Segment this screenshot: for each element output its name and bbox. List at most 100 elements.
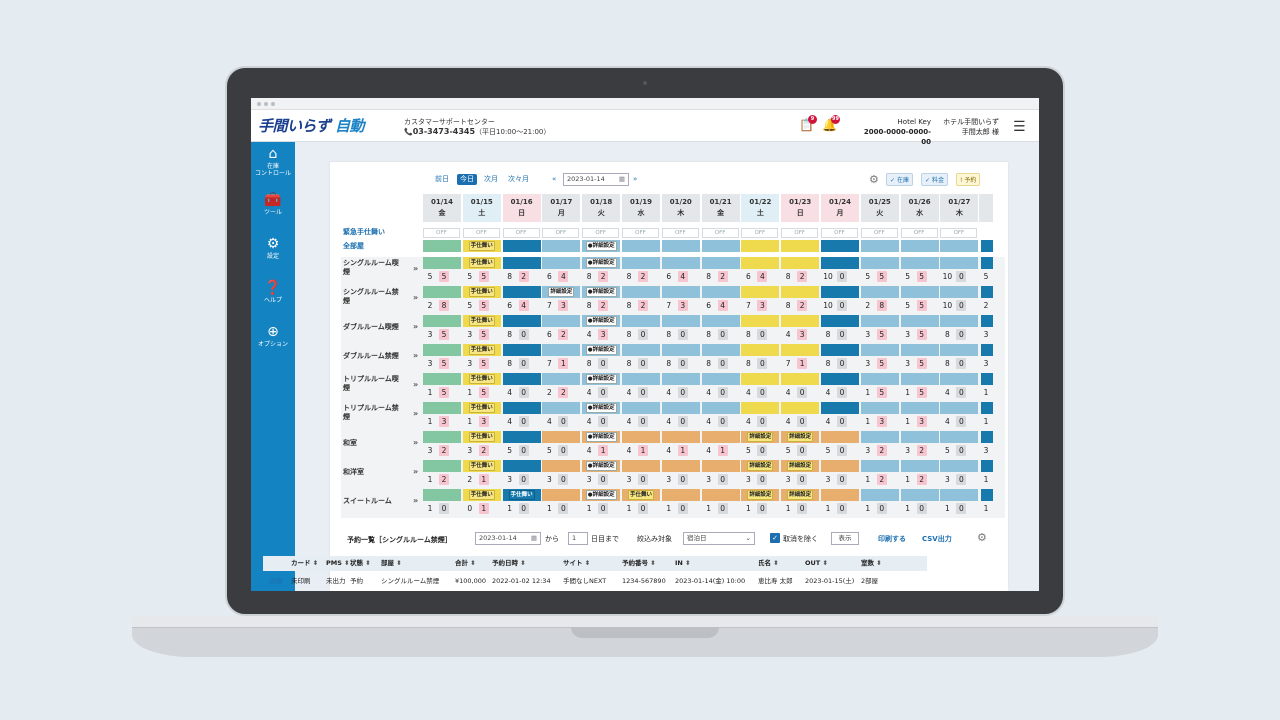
emergency-off-toggle[interactable]: OFF: [423, 228, 460, 238]
stock-bar[interactable]: [900, 402, 939, 414]
stock-bar[interactable]: [661, 257, 700, 269]
stock-bar[interactable]: ●詳細設定: [582, 431, 621, 443]
stock-bar[interactable]: [622, 315, 660, 327]
stock-bar[interactable]: [701, 373, 740, 385]
legend-stock-toggle[interactable]: ✓ 在庫: [886, 173, 913, 186]
stock-bar[interactable]: [940, 240, 979, 252]
stock-bar[interactable]: ●詳細設定: [582, 489, 621, 501]
calendar-icon[interactable]: ▦: [530, 534, 537, 542]
room-name[interactable]: トリプルルーム喫煙: [343, 375, 413, 393]
room-name[interactable]: ダブルルーム喫煙: [343, 323, 413, 332]
column-header[interactable]: 状態 ⬍: [350, 556, 371, 571]
stock-bar[interactable]: [860, 286, 899, 298]
stock-bar[interactable]: [661, 240, 700, 252]
stock-bar[interactable]: ●詳細設定: [582, 460, 621, 472]
emergency-off-toggle[interactable]: OFF: [940, 228, 978, 238]
stock-bar[interactable]: [542, 315, 581, 327]
stock-bar[interactable]: [622, 402, 660, 414]
stock-bar[interactable]: [860, 489, 899, 501]
stock-bar[interactable]: [900, 286, 939, 298]
stock-bar[interactable]: [821, 286, 859, 298]
stock-bar[interactable]: [622, 373, 660, 385]
stock-bar[interactable]: [781, 315, 820, 327]
stock-bar[interactable]: [781, 373, 820, 385]
show-button[interactable]: 表示: [831, 532, 859, 545]
stock-bar[interactable]: [741, 344, 780, 356]
stock-bar[interactable]: [821, 344, 859, 356]
stock-bar[interactable]: [661, 431, 700, 443]
stock-bar[interactable]: [860, 402, 899, 414]
stock-bar[interactable]: [900, 460, 939, 472]
stock-bar[interactable]: [741, 373, 780, 385]
gear-icon[interactable]: ⚙: [869, 173, 879, 186]
expand-icon[interactable]: »: [413, 351, 419, 360]
stock-bar[interactable]: [502, 344, 541, 356]
stock-bar[interactable]: [423, 460, 461, 472]
room-name[interactable]: ダブルルーム禁煙: [343, 352, 413, 361]
stock-bar[interactable]: [701, 489, 740, 501]
stock-bar[interactable]: 詳細設定: [542, 286, 581, 298]
emergency-off-toggle[interactable]: OFF: [781, 228, 819, 238]
stock-bar[interactable]: [423, 240, 461, 252]
stock-bar[interactable]: [821, 489, 859, 501]
days-input[interactable]: 1: [568, 532, 588, 545]
emergency-off-toggle[interactable]: OFF: [860, 228, 898, 238]
stock-bar[interactable]: [940, 315, 979, 327]
column-header[interactable]: カード ⬍: [291, 556, 318, 571]
stock-bar[interactable]: [542, 240, 581, 252]
stock-bar[interactable]: [860, 373, 899, 385]
stock-bar[interactable]: [661, 315, 700, 327]
stock-bar[interactable]: [860, 431, 899, 443]
emergency-off-toggle[interactable]: OFF: [821, 228, 858, 238]
stock-bar[interactable]: [860, 460, 899, 472]
stock-bar[interactable]: [701, 315, 740, 327]
column-header[interactable]: 部屋 ⬍: [381, 556, 402, 571]
stock-bar[interactable]: [701, 240, 740, 252]
gear-icon[interactable]: ⚙: [977, 531, 987, 544]
stock-bar[interactable]: [900, 315, 939, 327]
stock-bar[interactable]: [821, 460, 859, 472]
sidebar-item[interactable]: ❓ ヘルプ: [251, 280, 295, 304]
stock-bar[interactable]: ●詳細設定: [582, 240, 621, 252]
stock-bar[interactable]: [502, 460, 541, 472]
stock-bar[interactable]: [900, 489, 939, 501]
emergency-off-toggle[interactable]: OFF: [741, 228, 779, 238]
stock-bar[interactable]: 手仕舞い: [462, 431, 501, 443]
emergency-off-toggle[interactable]: OFF: [622, 228, 659, 238]
stock-bar[interactable]: ●詳細設定: [582, 286, 621, 298]
column-header[interactable]: 合計 ⬍: [455, 556, 476, 571]
checkbox-checked-icon[interactable]: ✓: [770, 533, 780, 543]
stock-bar[interactable]: 手仕舞い: [462, 315, 501, 327]
sidebar-item[interactable]: ⌂ 在庫 コントロール: [251, 146, 295, 177]
stock-bar[interactable]: 手仕舞い: [622, 489, 660, 501]
stock-bar[interactable]: [622, 460, 660, 472]
stock-bar[interactable]: [622, 431, 660, 443]
next-arrow-icon[interactable]: »: [633, 175, 638, 183]
stock-bar[interactable]: [821, 257, 859, 269]
stock-bar[interactable]: 詳細設定: [781, 460, 820, 472]
stock-bar[interactable]: [781, 344, 820, 356]
legend-reserve-toggle[interactable]: ! 予約: [956, 173, 981, 186]
stock-bar[interactable]: [860, 240, 899, 252]
stock-bar[interactable]: 手仕舞い: [462, 240, 501, 252]
emergency-off-toggle[interactable]: OFF: [900, 228, 938, 238]
stock-bar[interactable]: ●詳細設定: [582, 373, 621, 385]
stock-bar[interactable]: [502, 402, 541, 414]
emergency-off-toggle[interactable]: OFF: [701, 228, 739, 238]
stock-bar[interactable]: [502, 315, 541, 327]
stock-bar[interactable]: [900, 257, 939, 269]
stock-bar[interactable]: [502, 240, 541, 252]
stock-bar[interactable]: [423, 344, 461, 356]
stock-bar[interactable]: [661, 489, 700, 501]
stock-bar[interactable]: [821, 315, 859, 327]
sidebar-item[interactable]: ⚙ 設定: [251, 236, 295, 260]
reservation-date-input[interactable]: 2023-01-14 ▦: [475, 532, 541, 545]
stock-bar[interactable]: [423, 402, 461, 414]
stock-bar[interactable]: 詳細設定: [781, 431, 820, 443]
stock-bar[interactable]: [423, 257, 461, 269]
stock-bar[interactable]: [940, 286, 979, 298]
stock-bar[interactable]: [781, 257, 820, 269]
stock-bar[interactable]: [701, 286, 740, 298]
expand-icon[interactable]: »: [413, 264, 419, 273]
emergency-off-toggle[interactable]: OFF: [502, 228, 540, 238]
